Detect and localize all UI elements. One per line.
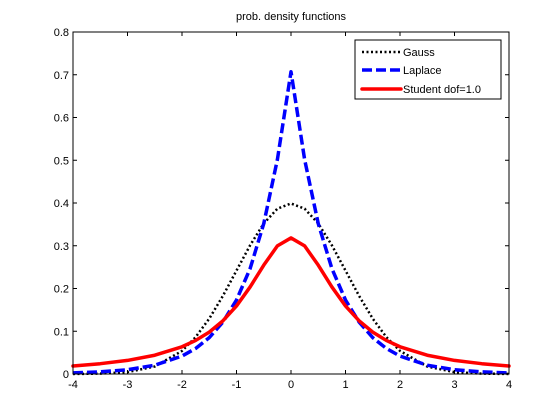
x-tick-label: -2 [177,379,187,391]
series-line-student-dof-1-0 [71,236,511,368]
series-line-gauss [72,202,510,376]
y-tick-label: 0.5 [54,155,69,167]
y-tick-layer: 0 0.1 0.2 0.3 0.4 0.5 0.6 0.7 0.8 [54,27,509,381]
x-tick-layer: -4 -3 -2 -1 0 1 2 3 4 [68,32,512,391]
series-line-laplace [72,69,510,375]
y-tick-label: 0.2 [54,284,69,296]
y-tick-label: 0.4 [54,198,69,210]
y-tick-label: 0.6 [54,113,69,125]
y-tick-label: 0.1 [54,326,69,338]
x-tick-label: 3 [451,379,457,391]
x-tick-label: -3 [123,379,133,391]
x-tick-label: -1 [232,379,242,391]
x-tick-label: 0 [288,379,294,391]
y-tick-label: 0.8 [54,27,69,39]
legend-label-laplace: Laplace [403,65,442,77]
legend-label-gauss: Gauss [403,47,435,59]
legend: Gauss Laplace Student dof=1.0 [354,39,502,100]
x-tick-label: 2 [397,379,403,391]
legend-label-student: Student dof=1.0 [403,84,481,96]
y-tick-label: 0.3 [54,241,69,253]
x-tick-label: 1 [342,379,348,391]
chart-title: prob. density functions [236,11,347,23]
x-tick-label: -4 [68,379,78,391]
y-tick-label: 0 [63,369,69,381]
y-tick-label: 0.7 [54,70,69,82]
x-tick-label: 4 [506,379,512,391]
series-layer [71,69,511,376]
